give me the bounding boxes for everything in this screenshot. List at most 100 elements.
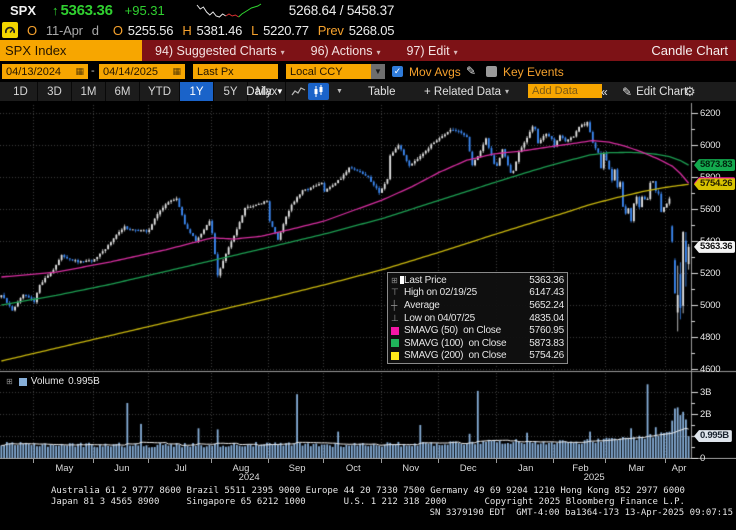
volume-legend[interactable]: ⊞ Volume 0.995B — [6, 376, 100, 387]
table-label: Table — [368, 85, 396, 98]
legend-row-smavg-200-on-close[interactable]: SMAVG (200) on Close 5754.26 — [391, 350, 564, 363]
legend-marker-icon: ⊤ — [391, 287, 399, 298]
key-events-checkbox[interactable] — [486, 66, 497, 77]
pencil-icon: ✎ — [622, 84, 633, 99]
legend-swatch — [391, 339, 404, 348]
month-tick — [496, 459, 497, 463]
month-label-mar: Mar — [628, 463, 645, 474]
price-axis-tick: 5000 — [700, 300, 721, 311]
related-data-button[interactable]: + Related Data ▾ — [424, 82, 509, 101]
frequency-value: Daily — [246, 85, 272, 98]
month-tick — [438, 459, 439, 463]
tab-range-5y[interactable]: 5Y — [214, 82, 248, 101]
legend-row-low-on-04-07-25[interactable]: ⊥ Low on 04/07/25 4835.04 — [391, 312, 564, 325]
month-label-jan: Jan — [518, 463, 534, 474]
volume-legend-label: Volume — [30, 376, 65, 387]
tab-range-6m[interactable]: 6M — [106, 82, 140, 101]
high-label: H — [182, 22, 192, 38]
month-tick — [665, 459, 666, 463]
month-label-aug: Aug — [232, 463, 250, 474]
tab-range-3d[interactable]: 3D — [38, 82, 72, 101]
open-value: 5255.56 — [127, 22, 174, 38]
tab-range-ytd[interactable]: YTD — [140, 82, 180, 101]
chevron-down-icon: ▾ — [453, 47, 458, 57]
legend-swatch — [391, 351, 404, 360]
currency-field[interactable]: Local CCY — [286, 64, 371, 79]
expander-icon[interactable]: ⊞ — [6, 377, 13, 386]
month-tick — [323, 459, 324, 463]
month-label-jul: Jul — [174, 463, 187, 474]
expander-icon[interactable]: ⊞ — [391, 275, 398, 285]
legend-label: High on 02/19/25 — [404, 287, 477, 299]
tab-range-1y[interactable]: 1Y — [180, 82, 214, 101]
up-arrow-icon: ↑ — [52, 2, 59, 18]
related-data-label: + Related Data — [424, 85, 502, 98]
legend-marker-icon: ⊥ — [391, 312, 399, 323]
low-label: L — [251, 22, 259, 38]
tab-range-1m[interactable]: 1M — [72, 82, 106, 101]
chevron-down-icon: ▾ — [376, 47, 381, 57]
high-value: 5381.46 — [196, 22, 243, 38]
security-box[interactable]: SPX Index — [0, 40, 142, 61]
year-label-2024: 2024 — [238, 472, 260, 483]
price-axis-tag: 5754.26 — [694, 178, 736, 191]
quote-date: 11-Apr — [45, 22, 83, 38]
volume-swatch — [18, 377, 27, 386]
month-tick — [268, 459, 269, 463]
price-volume-chart[interactable] — [0, 101, 736, 459]
sparkline-chart — [196, 3, 262, 18]
add-data-input[interactable] — [528, 84, 602, 98]
legend-value: 6147.43 — [529, 287, 564, 299]
edit-chart-button[interactable]: ✎ Edit Chart — [622, 82, 687, 101]
menu-item--actions[interactable]: 96) Actions ▾ — [310, 43, 381, 58]
calendar-icon[interactable]: ▦ — [75, 66, 84, 76]
footer-phones-line1: Australia 61 2 9777 8600 Brazil 5511 239… — [51, 486, 685, 496]
date-range-separator: - — [91, 65, 95, 77]
open-label: O — [112, 22, 123, 38]
mov-avgs-checkbox[interactable]: ✓ — [392, 66, 403, 77]
legend-row-smavg-50-on-close[interactable]: SMAVG (50) on Close 5760.95 — [391, 324, 564, 337]
legend-row-smavg-100-on-close[interactable]: SMAVG (100) on Close 5873.83 — [391, 337, 564, 350]
legend-label: SMAVG (200) on Close — [404, 350, 507, 362]
currency-dropdown-button[interactable]: ▼ — [371, 64, 385, 79]
chart-area: 6200600058005600540052005000480046003B2B… — [0, 101, 736, 464]
currency-value: Local CCY — [290, 65, 343, 78]
month-tick — [381, 459, 382, 463]
price-axis-tick: 5200 — [700, 268, 721, 279]
month-label-sep: Sep — [288, 463, 306, 474]
frequency-selector[interactable]: Daily ▼ — [242, 82, 288, 101]
header-line2: O 11-Apr d O 5255.56 H 5381.46 L 5220.77… — [0, 20, 736, 40]
legend-row-high-on-02-19-25[interactable]: ⊤ High on 02/19/25 6147.43 — [391, 287, 564, 300]
legend-label: Last Price — [404, 274, 447, 286]
legend-row-last-price[interactable]: ⊞ Last Price 5363.36 — [391, 274, 564, 287]
month-tick — [148, 459, 149, 463]
key-events-label: Key Events — [503, 65, 564, 79]
chart-type-dropdown[interactable]: ▼ — [336, 88, 343, 95]
date-to-field[interactable]: 04/14/2025 ▦ — [99, 64, 185, 79]
gear-icon[interactable]: ⚙ — [684, 83, 696, 99]
candle-chart-icon[interactable] — [308, 83, 329, 100]
price-axis-tick: 4600 — [700, 364, 721, 375]
menu-bar: SPX Index 94) Suggested Charts ▾ 96) Actio… — [0, 40, 736, 61]
price-axis-tag: 5363.36 — [694, 240, 736, 253]
table-button[interactable]: Table — [368, 82, 396, 101]
tab-range-max[interactable]: Max — [248, 82, 286, 101]
price-type-field[interactable]: Last Px — [193, 64, 278, 79]
date-from-field[interactable]: 04/13/2024 ▦ — [2, 64, 88, 79]
menu-item--suggested-charts[interactable]: 94) Suggested Charts ▾ — [155, 43, 285, 58]
line-chart-icon[interactable] — [289, 83, 308, 100]
month-label-may: May — [55, 463, 74, 474]
price-axis-tick: 6000 — [700, 140, 721, 151]
gauge-icon[interactable] — [2, 22, 18, 38]
menu-item--edit[interactable]: 97) Edit ▾ — [406, 43, 458, 58]
mov-avgs-edit-pencil-icon[interactable]: ✎ — [466, 64, 477, 78]
low-value: 5220.77 — [263, 22, 309, 38]
legend-row-average[interactable]: ┼ Average 5652.24 — [391, 299, 564, 312]
date-from-value: 04/13/2024 — [6, 65, 62, 78]
calendar-icon[interactable]: ▦ — [172, 66, 181, 76]
tab-range-1d[interactable]: 1D — [4, 82, 38, 101]
collapse-panel-button[interactable]: « — [601, 84, 608, 99]
legend-value: 5363.36 — [529, 274, 564, 286]
legend-value: 5760.95 — [529, 325, 564, 337]
